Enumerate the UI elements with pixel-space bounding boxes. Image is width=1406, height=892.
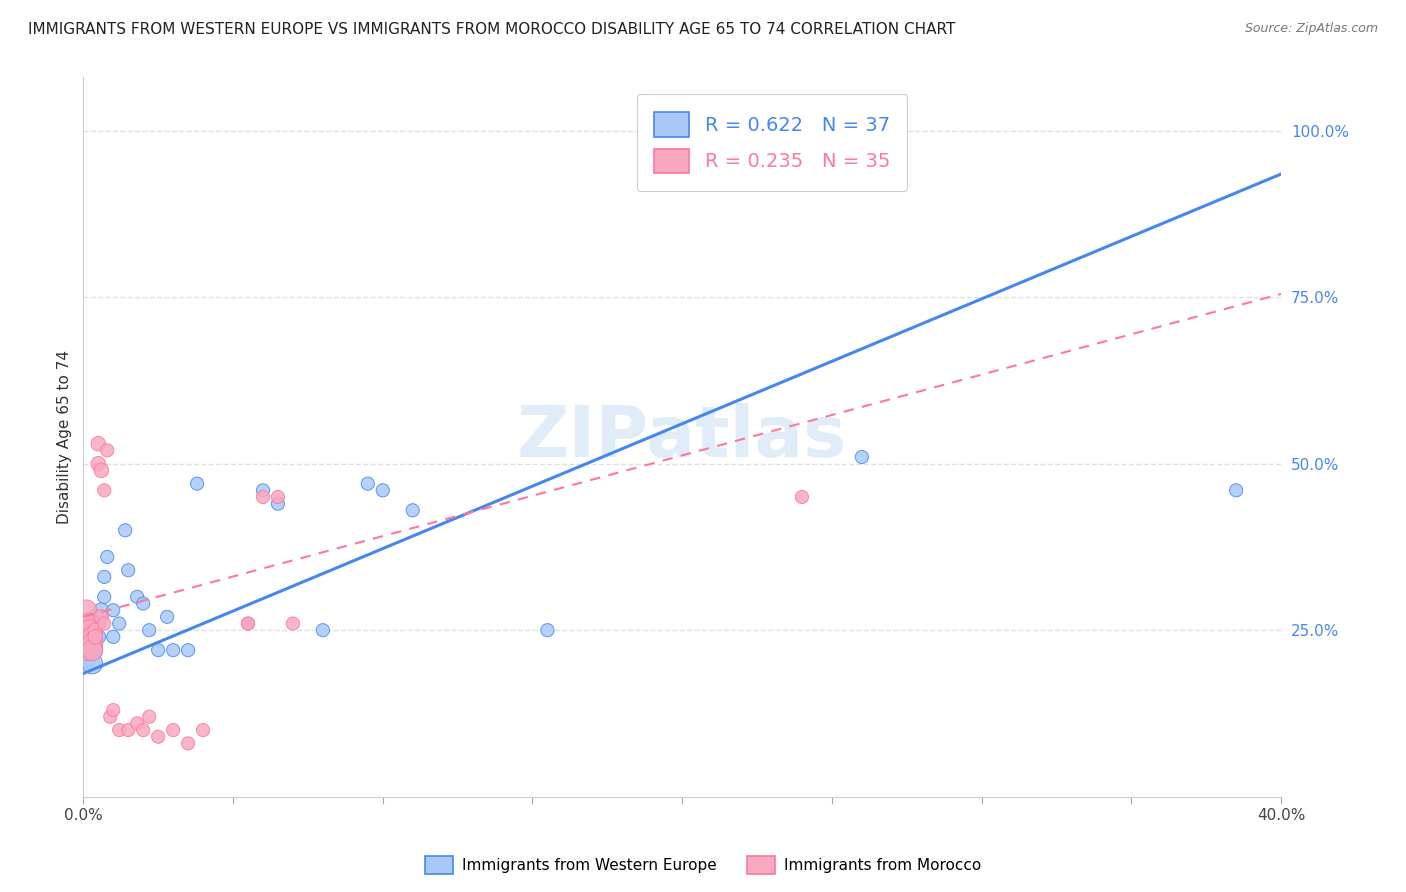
- Legend: R = 0.622   N = 37, R = 0.235   N = 35: R = 0.622 N = 37, R = 0.235 N = 35: [637, 95, 907, 191]
- Point: [87, 616, 110, 631]
- Point: [790, 490, 813, 504]
- Point: [75, 603, 97, 617]
- Point: [75, 649, 97, 664]
- Point: [191, 723, 214, 737]
- Point: [93, 590, 115, 604]
- Point: [96, 443, 118, 458]
- Point: [281, 616, 304, 631]
- Text: Source: ZipAtlas.com: Source: ZipAtlas.com: [1244, 22, 1378, 36]
- Point: [236, 616, 259, 631]
- Point: [82, 630, 104, 644]
- Point: [162, 723, 184, 737]
- Point: [90, 610, 112, 624]
- Point: [75, 643, 97, 657]
- Point: [82, 643, 104, 657]
- Point: [84, 623, 107, 637]
- Point: [138, 623, 160, 637]
- Point: [77, 623, 100, 637]
- Point: [82, 630, 104, 644]
- Point: [103, 603, 125, 617]
- Point: [312, 623, 335, 637]
- Point: [177, 736, 200, 750]
- Point: [108, 616, 131, 631]
- Text: IMMIGRANTS FROM WESTERN EUROPE VS IMMIGRANTS FROM MOROCCO DISABILITY AGE 65 TO 7: IMMIGRANTS FROM WESTERN EUROPE VS IMMIGR…: [28, 22, 956, 37]
- Point: [536, 623, 558, 637]
- Point: [96, 549, 118, 564]
- Point: [402, 503, 425, 517]
- Point: [186, 476, 208, 491]
- Point: [252, 483, 274, 498]
- Point: [236, 616, 259, 631]
- Point: [146, 643, 169, 657]
- Point: [77, 623, 100, 637]
- Point: [371, 483, 394, 498]
- Point: [117, 723, 139, 737]
- Point: [84, 630, 107, 644]
- Point: [177, 643, 200, 657]
- Point: [93, 616, 115, 631]
- Point: [82, 643, 104, 657]
- Legend: Immigrants from Western Europe, Immigrants from Morocco: Immigrants from Western Europe, Immigran…: [419, 850, 987, 880]
- Point: [146, 730, 169, 744]
- Point: [103, 703, 125, 717]
- Point: [93, 570, 115, 584]
- Point: [127, 716, 149, 731]
- Point: [77, 643, 100, 657]
- Point: [127, 590, 149, 604]
- Point: [98, 710, 121, 724]
- Point: [1225, 483, 1247, 498]
- Point: [267, 497, 290, 511]
- Point: [132, 723, 155, 737]
- Point: [132, 597, 155, 611]
- Point: [93, 483, 115, 498]
- Point: [252, 490, 274, 504]
- Text: ZIPatlas: ZIPatlas: [517, 402, 848, 472]
- Point: [103, 630, 125, 644]
- Point: [267, 490, 290, 504]
- Point: [87, 436, 110, 450]
- Point: [357, 476, 380, 491]
- Point: [108, 723, 131, 737]
- Point: [84, 610, 107, 624]
- Point: [77, 616, 100, 631]
- Point: [75, 636, 97, 650]
- Point: [851, 450, 873, 464]
- Point: [82, 657, 104, 671]
- Point: [82, 636, 104, 650]
- Y-axis label: Disability Age 65 to 74: Disability Age 65 to 74: [58, 350, 72, 524]
- Point: [90, 463, 112, 477]
- Point: [87, 457, 110, 471]
- Point: [75, 623, 97, 637]
- Point: [77, 623, 100, 637]
- Point: [114, 523, 136, 537]
- Point: [156, 610, 179, 624]
- Point: [87, 630, 110, 644]
- Point: [84, 636, 107, 650]
- Point: [162, 643, 184, 657]
- Point: [117, 563, 139, 577]
- Point: [90, 603, 112, 617]
- Point: [138, 710, 160, 724]
